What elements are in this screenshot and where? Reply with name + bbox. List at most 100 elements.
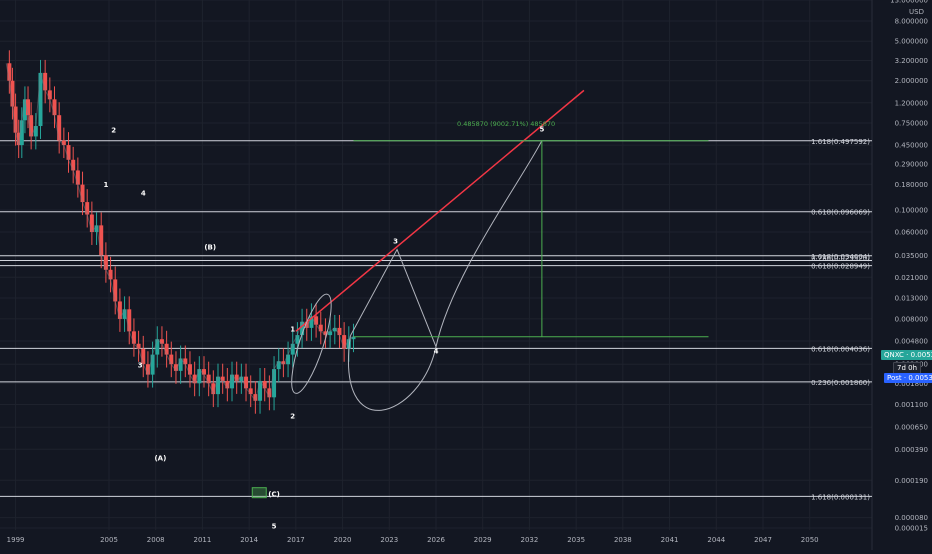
currency-label: USD <box>909 8 924 16</box>
y-tick-label: 0.450000 <box>895 142 928 150</box>
candle-body <box>249 388 253 394</box>
wave-label: 5 <box>272 523 277 531</box>
fib-level-label: 0.618(0.028949) <box>811 263 870 271</box>
x-tick-label: 2035 <box>567 536 585 544</box>
candle-body <box>155 339 159 354</box>
y-tick-label: 0.060000 <box>895 229 928 237</box>
x-tick-label: 2038 <box>614 536 632 544</box>
fib-level-label: 0.618(0.096069) <box>811 209 870 217</box>
y-tick-label: 0.180000 <box>895 181 928 189</box>
x-tick-label: 2041 <box>661 536 679 544</box>
candle-body <box>48 90 52 99</box>
candle-body <box>169 355 173 365</box>
wave-label: 1 <box>290 325 295 333</box>
fib-level-label: 1.618(0.000131) <box>811 493 870 501</box>
x-tick-label: 2020 <box>334 536 352 544</box>
candle-body <box>319 325 323 332</box>
wave-label: 4 <box>141 189 146 197</box>
wave-label: (B) <box>204 244 216 252</box>
wave-label: 5 <box>539 125 544 133</box>
price-tag-post: Post · 0.005300 <box>884 373 932 383</box>
y-tick-label: 0.000190 <box>895 477 928 485</box>
y-tick-label: 1.200000 <box>895 99 928 107</box>
x-tick-label: 2023 <box>380 536 398 544</box>
candle-body <box>81 185 85 202</box>
y-tick-label: 0.750000 <box>895 120 928 128</box>
candle-body <box>165 344 169 355</box>
wave-label: 2 <box>111 127 116 135</box>
y-tick-label: 0.001100 <box>895 401 928 409</box>
wave-label: (C) <box>268 491 280 499</box>
candle-body <box>244 377 248 389</box>
y-tick-label: 0.008000 <box>895 315 928 323</box>
x-tick-label: 2017 <box>287 536 305 544</box>
x-tick-label: 2044 <box>707 536 725 544</box>
y-tick-label: 0.000015 <box>895 525 928 533</box>
price-tag-symbol: QNXC · 0.005300 <box>881 350 932 360</box>
y-tick-label: 2.000000 <box>895 77 928 85</box>
wave-label: 3 <box>138 361 143 369</box>
candle-body <box>263 381 267 388</box>
y-tick-label: 0.290000 <box>895 161 928 169</box>
candle-body <box>99 225 103 255</box>
x-tick-label: 2029 <box>474 536 492 544</box>
fib-level-label: 1.618(0.497592) <box>811 138 870 146</box>
candle-body <box>34 126 38 136</box>
candle-body <box>53 99 57 115</box>
candle-body <box>337 328 341 335</box>
candle-body <box>85 202 89 214</box>
x-tick-label: 2008 <box>147 536 165 544</box>
x-tick-label: 1999 <box>7 536 25 544</box>
x-tick-label: 2011 <box>194 536 212 544</box>
wave-label: 1 <box>103 181 108 189</box>
fib-level-label: 0.236(0.001860) <box>811 379 870 387</box>
y-tick-label: 0.100000 <box>895 206 928 214</box>
candle-body <box>286 355 290 365</box>
candle-body <box>137 344 141 349</box>
candle-body <box>314 316 318 324</box>
x-tick-label: 2050 <box>801 536 819 544</box>
y-tick-label: 0.000650 <box>895 424 928 432</box>
wave-label: 4 <box>434 347 439 355</box>
candle-body <box>67 145 71 160</box>
y-tick-label: 13.000000 <box>890 0 928 5</box>
x-tick-label: 2005 <box>100 536 118 544</box>
candle-body <box>291 344 295 355</box>
y-tick-label: 8.000000 <box>895 17 928 25</box>
candle-body <box>216 377 220 394</box>
low-marker-box <box>252 488 266 498</box>
candle-body <box>132 331 136 343</box>
candle-body <box>188 364 192 374</box>
y-tick-label: 0.000080 <box>895 514 928 522</box>
candle-body <box>151 355 155 375</box>
wave-label: 2 <box>290 412 295 420</box>
candle-body <box>113 279 117 301</box>
x-tick-label: 2014 <box>240 536 258 544</box>
fib-level-label: 0.618(0.004036) <box>811 345 870 353</box>
candle-body <box>202 369 206 375</box>
y-tick-label: 0.013000 <box>895 294 928 302</box>
y-tick-label: 0.004800 <box>895 337 928 345</box>
candle-body <box>109 270 113 280</box>
candle-body <box>38 73 42 126</box>
wave-label: 3 <box>393 237 398 245</box>
candle-body <box>76 170 80 184</box>
y-tick-label: 3.200000 <box>895 57 928 65</box>
candle-body <box>43 73 47 90</box>
candle-body <box>127 309 131 331</box>
y-tick-label: 0.035000 <box>895 252 928 260</box>
x-tick-label: 2026 <box>427 536 445 544</box>
candle-body <box>57 115 61 140</box>
candle-body <box>207 375 211 384</box>
x-tick-label: 2047 <box>754 536 772 544</box>
y-tick-label: 5.000000 <box>895 38 928 46</box>
y-tick-label: 0.000390 <box>895 446 928 454</box>
candle-body <box>272 369 276 397</box>
candle-body <box>104 255 108 270</box>
wave-label: (A) <box>154 455 166 463</box>
candle-body <box>183 358 187 364</box>
candle-body <box>71 160 75 171</box>
